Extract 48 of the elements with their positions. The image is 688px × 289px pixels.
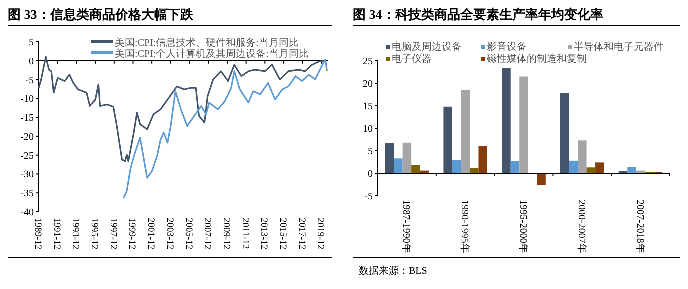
xtick: 2019-12 [315, 218, 326, 250]
ytick: 10 [363, 124, 373, 135]
legend: 磁性媒体的制造和复制 [487, 54, 587, 65]
ytick: 5 [29, 38, 34, 48]
legend: 美国:CPI:个人计算机及其周边设备:当月同比 [115, 49, 309, 60]
xtick: 1990-1995年 [459, 200, 470, 254]
ytick: -20 [20, 132, 34, 143]
title: 图 34：科技类商品全要素生产率年均变化率 [353, 7, 604, 22]
xtick: 1999-12 [126, 218, 137, 250]
xtick: 1987-1990年 [400, 200, 412, 254]
xtick: 2001-12 [146, 218, 156, 250]
ytick: -30 [20, 170, 34, 181]
xtick: 2015-12 [278, 218, 288, 250]
xtick: 2009-12 [220, 218, 231, 250]
ytick: 20 [363, 79, 373, 90]
ytick: 5 [368, 146, 373, 158]
ytick: -25 [20, 150, 34, 162]
legend: 半导体和电子元器件 [574, 42, 664, 53]
xtick: 1997-12 [108, 218, 118, 250]
legend: 电子仪器 [392, 54, 432, 65]
ytick: -5 [26, 75, 34, 86]
ytick: -15 [20, 113, 34, 124]
ytick: -35 [20, 188, 34, 200]
xtick: 2017-12 [296, 218, 306, 250]
ytick: -10 [20, 94, 34, 106]
xtick: 2007-2018年 [634, 200, 646, 254]
ytick: -40 [20, 208, 34, 218]
xtick: 1989-12 [32, 218, 42, 250]
legend: 电脑及周边设备 [392, 42, 462, 53]
xtick: 2011-12 [240, 218, 250, 250]
xtick: 1991-12 [51, 218, 62, 250]
legend: 影音设备 [487, 42, 527, 53]
ytick: 15 [363, 102, 373, 112]
xtick: 1995-2000年 [518, 200, 528, 254]
ytick: 0 [368, 169, 373, 180]
annotation: 数据来源：BLS [359, 266, 428, 277]
ytick: 0 [29, 56, 34, 68]
xtick: 2005-12 [183, 218, 194, 250]
xtick: 1993-12 [70, 218, 80, 250]
xtick: 1995-12 [89, 218, 100, 250]
xtick: 2003-12 [164, 218, 174, 250]
ytick: 25 [363, 56, 373, 68]
xtick: 2013-12 [258, 218, 269, 250]
legend: 美国:CPI:信息技术、硬件和服务:当月同比 [115, 38, 299, 49]
title: 图 33：信息类商品价格大幅下跌 [8, 7, 194, 22]
xtick: 2007-12 [202, 218, 212, 250]
xtick: 2000-2007年 [576, 200, 587, 254]
ytick: -5 [364, 192, 373, 202]
